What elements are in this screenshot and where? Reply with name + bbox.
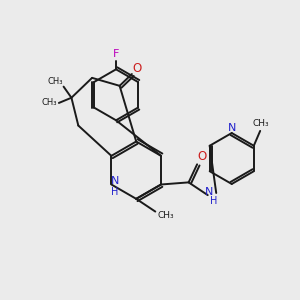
Text: CH₃: CH₃ xyxy=(47,77,63,86)
Text: CH₃: CH₃ xyxy=(253,119,269,128)
Text: O: O xyxy=(133,62,142,75)
Text: H: H xyxy=(210,196,218,206)
Text: N: N xyxy=(227,123,236,133)
Text: N: N xyxy=(205,187,213,197)
Text: O: O xyxy=(198,150,207,164)
Text: H: H xyxy=(111,187,118,197)
Text: F: F xyxy=(113,50,119,59)
Text: N: N xyxy=(110,176,119,186)
Text: CH₃: CH₃ xyxy=(158,211,174,220)
Text: CH₃: CH₃ xyxy=(41,98,57,107)
